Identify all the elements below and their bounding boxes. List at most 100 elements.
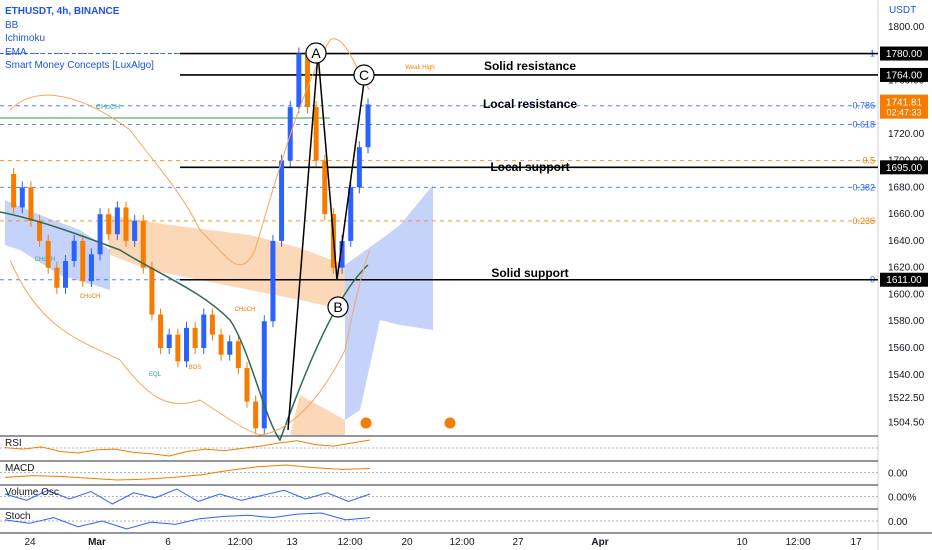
label-choch-2: CHoCH: [35, 257, 56, 263]
cloud-bull: [345, 185, 433, 420]
volume-osc-line: [4, 488, 371, 505]
price-solid-resistance-box: [880, 46, 928, 61]
x-tick-label: 12:00: [449, 537, 474, 548]
fib-label: 0.236: [852, 216, 875, 226]
y-tick-label: 1720.00: [888, 129, 925, 140]
x-tick-label: Apr: [591, 537, 608, 548]
y-tick-label: 1600.00: [888, 289, 925, 300]
volume-osc-title: Volume Osc: [5, 487, 59, 498]
candle-body: [253, 401, 259, 429]
last-price-label: 1741.81: [886, 98, 923, 109]
indicator-ichimoku[interactable]: Ichimoku: [5, 33, 46, 44]
abc-label-c: C: [359, 67, 369, 83]
candle-body: [11, 174, 17, 208]
countdown-label: 02:47:33: [886, 108, 921, 118]
candle-body: [296, 53, 302, 108]
label-choch: CHoCH: [96, 104, 120, 111]
cloud-bear: [105, 215, 345, 310]
label-solid-resistance: Solid resistance: [484, 59, 576, 73]
y-tick-label: 1540.00: [888, 370, 925, 381]
price-local-support-box: [880, 160, 928, 175]
candle-body: [54, 267, 60, 288]
label-choch-3: CHoCH: [80, 294, 101, 300]
rsi-line: [4, 439, 371, 457]
symbol-title[interactable]: ETHUSDT, 4h, BINANCE: [5, 6, 120, 17]
label-local-support: Local support: [490, 160, 569, 174]
candle-body: [279, 160, 285, 241]
event-flag-icon: [359, 416, 373, 430]
last-price-box: [880, 94, 928, 119]
candle-body: [166, 334, 172, 348]
abc-label-a: A: [311, 45, 321, 61]
abc-marker-a: [305, 42, 327, 64]
label-eql: EQL: [149, 372, 162, 378]
abc-marker-b: [327, 296, 349, 318]
candle-body: [19, 187, 25, 208]
candle-body: [80, 240, 86, 282]
price-solid-support-label: 1611.00: [886, 275, 922, 286]
y-tick-label: 1660.00: [888, 209, 925, 220]
abc-label-b: B: [333, 299, 342, 315]
indicator-bb[interactable]: BB: [5, 19, 19, 31]
candle-body: [63, 261, 68, 288]
fib-label: 0.618: [852, 119, 875, 129]
label-solid-support: Solid support: [491, 266, 568, 280]
candle-body: [218, 334, 224, 355]
stoch-tick: 0.00: [888, 517, 908, 528]
x-tick-label: 12:00: [337, 537, 362, 548]
fib-label: 0.382: [852, 182, 875, 192]
candle-body: [37, 220, 43, 241]
candle-body: [227, 341, 233, 355]
ema-line: [0, 211, 369, 442]
candle-body: [235, 341, 241, 369]
event-flag-icon: [443, 416, 457, 430]
candle-body: [158, 314, 164, 348]
macd-line: [4, 464, 371, 481]
fib-label: 0.5: [862, 156, 875, 166]
y-tick-label: 1522.50: [888, 393, 925, 404]
candle-body: [201, 314, 207, 348]
x-tick-label: 12:00: [785, 537, 810, 548]
x-tick-label: 13: [286, 537, 298, 548]
candle-body: [97, 214, 103, 255]
candle-body: [348, 187, 354, 241]
candle-body: [71, 240, 77, 261]
candle-body: [45, 240, 51, 268]
candle-body: [184, 327, 189, 362]
candle-body: [313, 107, 319, 161]
x-tick-label: Mar: [88, 537, 106, 548]
candle-body: [270, 240, 276, 322]
candle-body: [28, 187, 34, 221]
x-tick-label: 24: [24, 537, 36, 548]
price-local-resistance-label: 1764.00: [886, 70, 923, 81]
indicator-smc[interactable]: Smart Money Concepts [LuxAlgo]: [5, 60, 154, 71]
x-tick-label: 17: [850, 537, 862, 548]
y-tick-label: 1504.50: [888, 417, 925, 428]
candle-body: [149, 267, 155, 315]
price-local-resistance-box: [880, 67, 928, 82]
bb-upper: [9, 38, 371, 266]
label-bos: BOS: [189, 365, 202, 371]
rsi-title: RSI: [5, 438, 22, 449]
price-local-support-label: 1695.00: [886, 163, 923, 174]
fib-label: 0.786: [852, 101, 875, 111]
x-tick-label: 6: [165, 537, 171, 548]
candle-body: [192, 327, 198, 348]
price-solid-support-box: [880, 272, 928, 287]
candle-body: [365, 104, 371, 148]
candle-body: [209, 314, 215, 335]
candle-body: [322, 160, 328, 215]
x-tick-label: 27: [512, 537, 524, 548]
candle-body: [114, 207, 120, 235]
chart-legend: ETHUSDT, 4h, BINANCE BB Ichimoku EMA Sma…: [5, 5, 154, 73]
indicator-ema[interactable]: EMA: [5, 46, 27, 58]
macd-title: MACD: [5, 463, 34, 474]
x-tick-label: 10: [736, 537, 748, 548]
stoch-title: Stoch: [5, 511, 31, 522]
y-tick-label: 1640.00: [888, 236, 925, 247]
bb-lower: [9, 249, 371, 436]
y-tick-label: 1620.00: [888, 263, 925, 274]
price-solid-resistance-label: 1780.00: [886, 49, 923, 60]
candle-body: [123, 207, 129, 241]
